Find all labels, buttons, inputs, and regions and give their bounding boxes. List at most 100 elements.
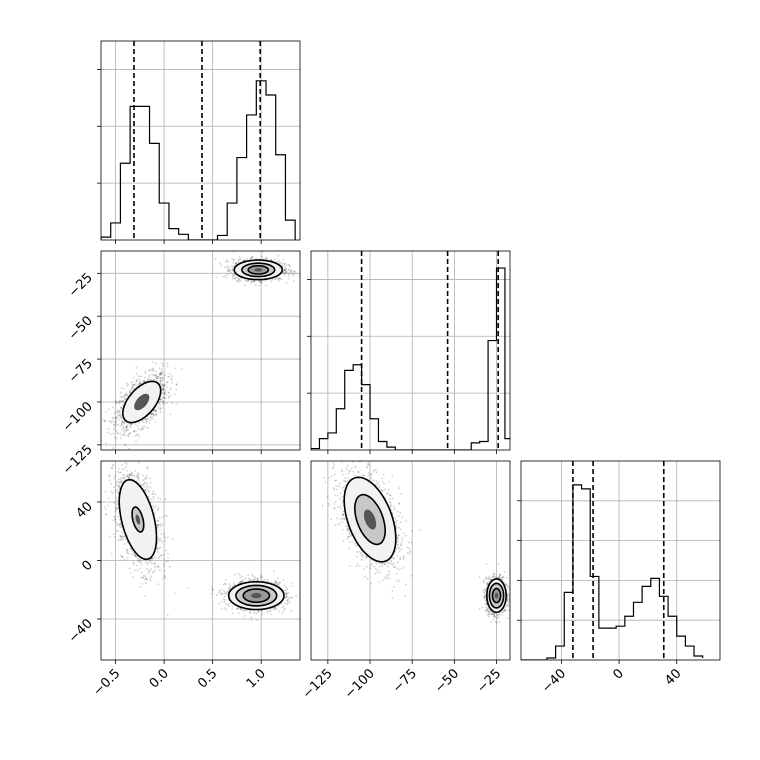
scatter-point <box>164 390 167 393</box>
scatter-point <box>261 255 263 258</box>
scatter-point <box>168 372 171 375</box>
scatter-point <box>139 382 141 385</box>
scatter-point <box>119 554 122 557</box>
scatter-point <box>158 529 161 532</box>
scatter-point <box>109 433 112 436</box>
scatter-point <box>167 556 170 559</box>
scatter-point <box>141 428 144 431</box>
scatter-point <box>115 518 117 520</box>
panel-frame <box>100 250 301 451</box>
scatter-point <box>114 420 117 423</box>
scatter-point <box>123 394 126 397</box>
scatter-point <box>151 361 154 364</box>
scatter-point <box>166 552 169 555</box>
scatter-point <box>139 382 142 385</box>
scatter-point <box>120 480 122 483</box>
scatter-point <box>156 527 159 529</box>
scatter-point <box>225 276 227 279</box>
scatter-point <box>137 477 140 479</box>
scatter-point <box>241 580 244 583</box>
scatter-point <box>272 607 275 610</box>
scatter-point <box>117 478 120 481</box>
scatter-point <box>154 493 157 496</box>
scatter-point <box>220 264 223 267</box>
scatter-point <box>277 278 280 281</box>
scatter-point <box>121 420 124 423</box>
scatter-point <box>175 383 178 386</box>
scatter-point <box>127 433 130 435</box>
scatter-point <box>134 554 136 557</box>
scatter-point <box>132 563 135 566</box>
scatter-point <box>114 400 117 402</box>
scatter-point <box>287 273 290 275</box>
scatter-point <box>256 578 259 580</box>
scatter-point <box>272 570 275 573</box>
scatter-point <box>144 489 147 492</box>
scatter-point <box>275 581 278 583</box>
scatter-point <box>241 580 243 583</box>
scatter-point <box>120 417 123 420</box>
scatter-point <box>126 475 129 478</box>
scatter-point <box>135 440 137 443</box>
scatter-point <box>104 420 106 423</box>
scatter-point <box>113 412 116 415</box>
scatter-point <box>285 282 288 284</box>
scatter-point <box>130 477 133 480</box>
scatter-point <box>161 396 164 399</box>
scatter-point <box>128 389 131 392</box>
scatter-point <box>163 563 166 566</box>
scatter-point <box>256 619 259 622</box>
scatter-point <box>157 519 159 522</box>
scatter-point <box>288 269 291 272</box>
scatter-point <box>250 256 253 259</box>
scatter-points <box>103 251 300 453</box>
scatter-point <box>158 547 161 549</box>
scatter-point <box>118 409 121 412</box>
scatter-point <box>163 384 166 387</box>
scatter-point <box>247 574 249 577</box>
scatter-point <box>118 471 121 474</box>
scatter-point <box>121 434 124 437</box>
scatter-point <box>161 384 164 387</box>
scatter-point <box>134 451 136 453</box>
scatter-point <box>252 578 255 581</box>
scatter-point <box>275 607 278 610</box>
scatter-point <box>137 476 140 479</box>
scatter-point <box>111 417 114 420</box>
scatter-point <box>151 492 154 495</box>
scatter-point <box>109 482 112 485</box>
scatter-point <box>125 550 128 553</box>
scatter-point <box>226 273 229 276</box>
scatter-point <box>114 475 116 478</box>
scatter-point <box>171 375 174 378</box>
scatter-point <box>228 269 231 272</box>
scatter-point <box>140 428 143 431</box>
scatter-point <box>121 555 124 558</box>
scatter-point <box>274 582 277 584</box>
scatter-point <box>137 375 140 378</box>
scatter-point <box>170 381 173 384</box>
scatter-point <box>226 261 229 263</box>
scatter-point <box>134 569 136 572</box>
scatter-point <box>152 496 155 498</box>
scatter-point <box>253 280 255 283</box>
scatter-point <box>287 591 290 594</box>
scatter-point <box>216 594 218 597</box>
scatter-point <box>120 400 123 403</box>
scatter-point <box>156 547 159 550</box>
scatter-point <box>175 383 178 386</box>
scatter-point <box>114 416 117 419</box>
scatter-point <box>137 383 140 386</box>
scatter-point <box>150 413 153 416</box>
scatter-point <box>147 572 150 575</box>
scatter-point <box>224 609 227 612</box>
scatter-point <box>142 483 145 486</box>
scatter-point <box>251 256 254 259</box>
scatter-point <box>136 557 139 560</box>
scatter-point <box>170 387 173 390</box>
scatter-point <box>126 394 128 397</box>
scatter-point <box>253 579 255 582</box>
scatter-point <box>285 271 288 273</box>
scatter-point <box>145 577 148 580</box>
scatter-point <box>130 426 133 428</box>
